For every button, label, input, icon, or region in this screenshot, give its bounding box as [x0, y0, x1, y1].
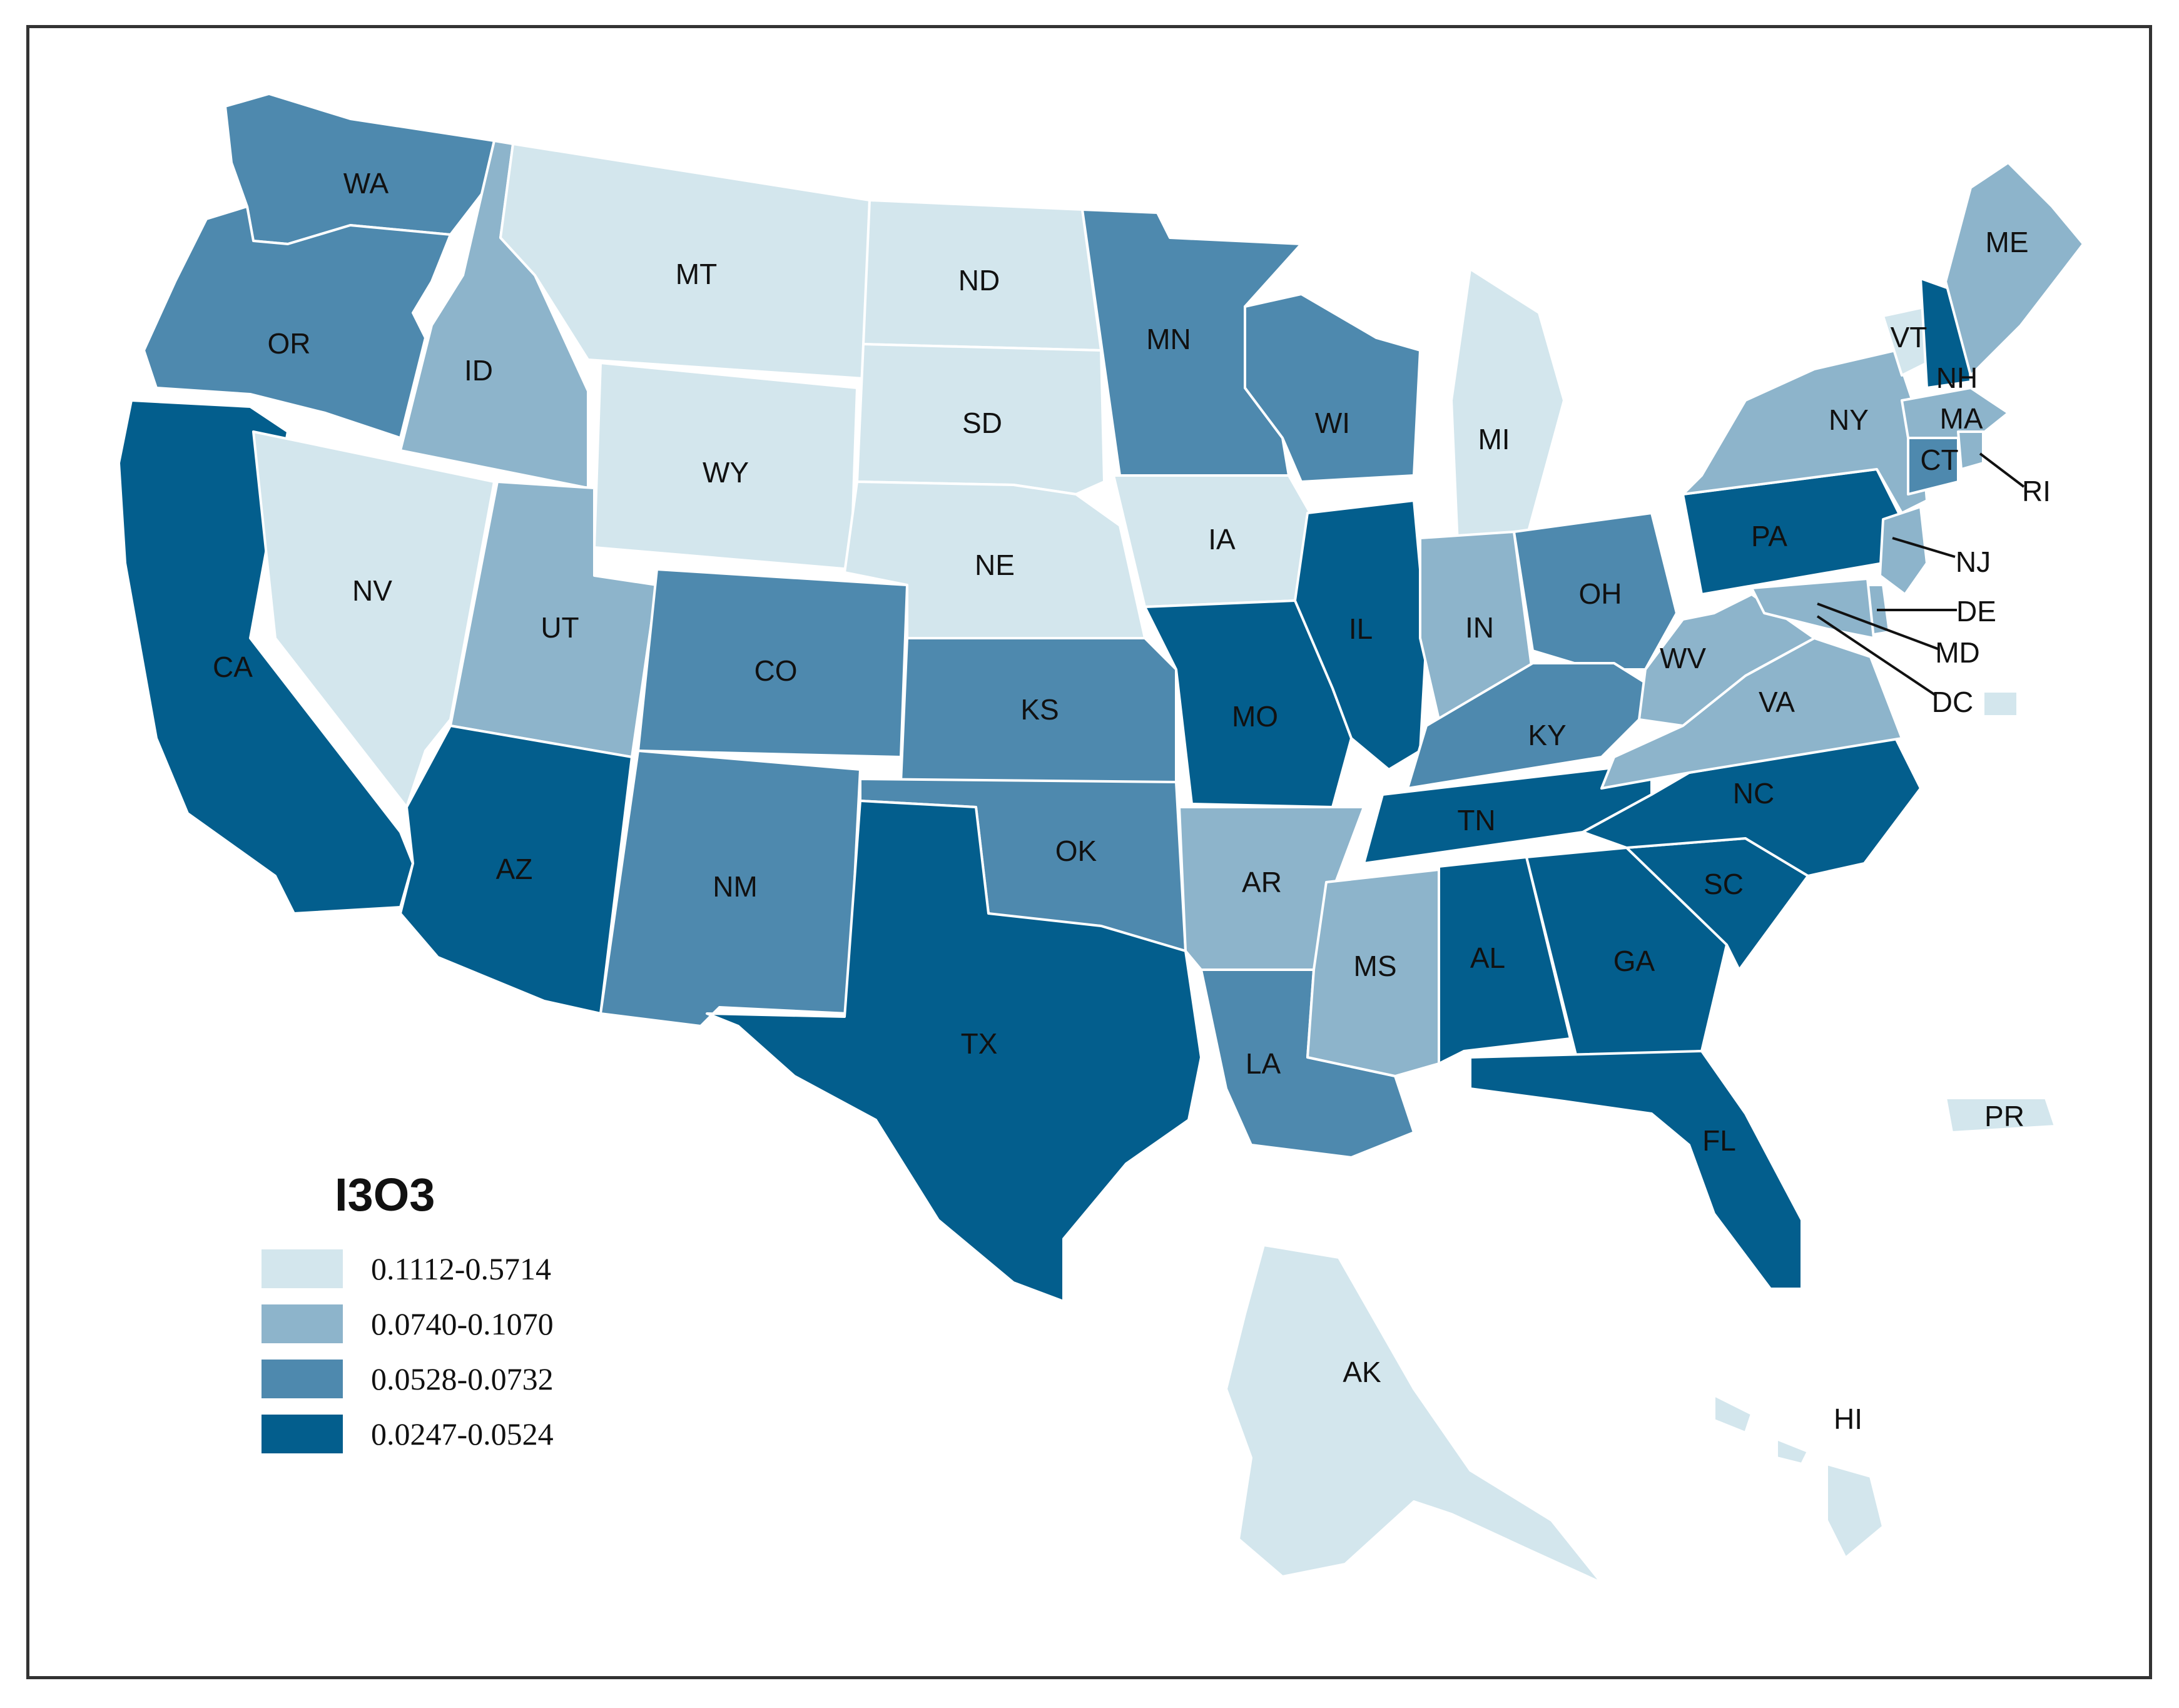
state-label-va: VA: [1759, 686, 1795, 718]
state-ri: [1957, 430, 1984, 470]
state-mi: [1450, 268, 1565, 546]
legend-label-4: 0.0247-0.0524: [371, 1416, 554, 1451]
legend: I3O3 0.1112-0.5714 0.0740-0.1070 0.0528-0.…: [262, 1169, 554, 1453]
state-label-de: DE: [1956, 595, 1996, 628]
state-label-mt: MT: [676, 258, 717, 290]
state-ct: [1907, 437, 1959, 496]
legend-swatch-4: [262, 1415, 343, 1453]
state-or: [143, 205, 452, 439]
legend-label-1: 0.1112-0.5714: [371, 1251, 551, 1286]
state-label-dc: DC: [1932, 686, 1973, 718]
state-label-nd: ND: [958, 264, 1000, 297]
state-label-la: LA: [1246, 1047, 1281, 1080]
state-label-oh: OH: [1579, 577, 1622, 610]
state-label-sd: SD: [962, 407, 1002, 439]
state-ga: [1525, 846, 1728, 1059]
legend-swatch-1: [262, 1249, 343, 1288]
legend-swatch-3: [262, 1360, 343, 1398]
state-labels: WA OR CA ID NV MT WY UT AZ CO NM ND SD NE KS OK TX MN IA MO…: [213, 167, 2051, 1435]
state-label-wa: WA: [343, 167, 389, 200]
state-label-vt: VT: [1891, 321, 1928, 353]
state-label-or: OR: [268, 327, 311, 360]
state-label-nv: NV: [352, 574, 392, 607]
state-label-il: IL: [1349, 613, 1373, 645]
state-hi: [1713, 1394, 1884, 1559]
state-label-nm: NM: [713, 870, 758, 903]
state-ak: [1225, 1244, 1603, 1584]
state-label-sc: SC: [1704, 868, 1744, 900]
state-label-mi: MI: [1478, 423, 1510, 455]
state-label-pa: PA: [1751, 520, 1787, 552]
state-il: [1294, 499, 1428, 771]
state-al: [1438, 856, 1572, 1065]
legend-label-3: 0.0528-0.0732: [371, 1361, 554, 1396]
state-label-nh: NH: [1936, 362, 1978, 394]
leader-line-ri: [1979, 452, 2025, 488]
legend-title: I3O3: [335, 1169, 435, 1221]
state-label-ct: CT: [1920, 444, 1958, 476]
state-label-nj: NJ: [1956, 546, 1991, 578]
state-label-nc: NC: [1733, 777, 1774, 810]
state-label-pr: PR: [1984, 1100, 2024, 1132]
state-label-ks: KS: [1020, 693, 1059, 726]
state-label-ca: CA: [213, 651, 253, 683]
state-label-me: ME: [1986, 226, 2029, 258]
state-label-ga: GA: [1613, 945, 1655, 977]
state-label-ak: AK: [1343, 1356, 1381, 1388]
state-pr: [1944, 1097, 2056, 1134]
state-md: [1750, 577, 1875, 639]
state-label-wv: WV: [1660, 642, 1706, 674]
state-nm: [599, 750, 861, 1027]
state-label-ia: IA: [1208, 523, 1236, 556]
state-label-ms: MS: [1354, 950, 1397, 982]
state-label-tx: TX: [961, 1027, 998, 1060]
state-label-wy: WY: [703, 456, 749, 489]
state-label-fl: FL: [1702, 1124, 1736, 1157]
legend-label-2: 0.0740-0.1070: [371, 1306, 554, 1341]
state-label-mn: MN: [1146, 323, 1191, 355]
state-label-wi: WI: [1315, 407, 1350, 439]
state-me: [1944, 161, 2085, 377]
state-label-co: CO: [754, 654, 798, 687]
state-label-md: MD: [1935, 636, 1980, 669]
state-label-id: ID: [464, 354, 493, 387]
legend-swatch-2: [262, 1304, 343, 1343]
leader-line-dc: [1816, 615, 1938, 697]
state-label-ma: MA: [1940, 402, 1983, 435]
state-ma: [1901, 387, 2009, 439]
state-label-ky: KY: [1528, 719, 1566, 751]
state-label-mo: MO: [1232, 700, 1278, 733]
state-nv: [252, 430, 495, 808]
state-fl: [1469, 1050, 1803, 1290]
state-nc: [1582, 737, 1922, 877]
state-label-ny: NY: [1829, 404, 1869, 436]
state-az: [399, 724, 633, 1015]
leader-line-md: [1817, 602, 1940, 651]
state-label-ut: UT: [541, 611, 579, 644]
state-label-ne: NE: [975, 549, 1015, 581]
leader-lines: [1816, 452, 2025, 697]
state-label-az: AZ: [496, 853, 533, 885]
state-tx: [706, 800, 1202, 1303]
leader-line-nj: [1892, 537, 1956, 558]
state-label-ok: OK: [1055, 835, 1097, 867]
state-dc: [1982, 690, 2019, 718]
state-label-ri: RI: [2022, 475, 2051, 507]
state-label-tn: TN: [1457, 804, 1495, 836]
state-nj: [1879, 506, 1928, 596]
state-wv: [1638, 593, 1816, 727]
state-label-ar: AR: [1242, 866, 1282, 898]
state-label-al: AL: [1470, 942, 1505, 974]
state-wi: [1244, 293, 1421, 483]
state-label-in: IN: [1465, 611, 1494, 644]
state-label-hi: HI: [1834, 1403, 1862, 1435]
states-layer: [118, 93, 2085, 1584]
state-ks: [900, 637, 1177, 783]
